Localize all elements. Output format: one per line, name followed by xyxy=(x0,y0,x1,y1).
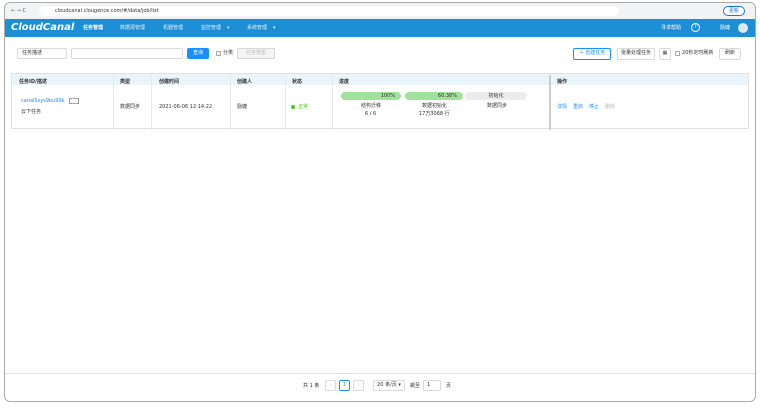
create-button[interactable]: ＋ 创建任务 xyxy=(573,48,611,60)
help-icon[interactable]: ? xyxy=(691,23,700,32)
action-link[interactable]: 重启 xyxy=(573,104,584,110)
refresh-button[interactable]: 刷新 xyxy=(719,48,741,60)
nav-buttons[interactable]: ← → C xyxy=(11,8,27,14)
app-navbar: CloudCanal 任务管理 数据源管理 机器管理 监控管理 ▾ 系统管理 ▾… xyxy=(5,19,755,37)
address-bar[interactable]: cloudcanal.clougence.com/#/data/job/list xyxy=(39,6,619,16)
header: 创建时间 xyxy=(159,79,180,85)
create-text: 创建任务 xyxy=(585,50,606,56)
header: 状态 xyxy=(292,79,303,85)
progress-bar: 60.38% xyxy=(405,92,463,100)
job-type: 数据同步 xyxy=(120,104,141,110)
nav-item[interactable]: 系统管理 xyxy=(247,25,268,31)
job-id-link[interactable]: canal5sys9bu99k xyxy=(21,98,65,104)
nav-item[interactable]: 任务管理 xyxy=(83,25,104,31)
header: 进度 xyxy=(339,79,350,85)
job-desc: 云下任务 xyxy=(21,109,42,115)
total: 共 1 条 xyxy=(303,383,320,389)
header: 类型 xyxy=(120,79,131,85)
header: 任务ID/描述 xyxy=(19,79,47,85)
page-suffix: 页 xyxy=(446,383,452,389)
progress-bar: 初始化 xyxy=(465,92,527,100)
jump-input[interactable]: 1 xyxy=(423,380,441,391)
col-sep xyxy=(549,75,551,130)
layout-button[interactable]: ▦ xyxy=(659,48,671,60)
type-select: 任务类型 xyxy=(237,48,275,59)
prev-page[interactable]: ‹ xyxy=(325,380,336,391)
search-button[interactable]: 查询 xyxy=(187,48,209,59)
select-text: 任务描述 xyxy=(22,50,43,56)
checkbox-label: 20秒定时刷新 xyxy=(682,50,714,56)
status-dot xyxy=(291,105,295,109)
page-button[interactable]: 1 xyxy=(339,380,350,391)
avatar[interactable] xyxy=(738,23,748,33)
progress-detail: 6 / 6 xyxy=(365,111,377,117)
dropdown-arrow: ▾ xyxy=(227,25,230,31)
url: cloudcanal.clougence.com/#/data/job/list xyxy=(55,8,159,14)
browser-toolbar: ← → C cloudcanal.clougence.com/#/data/jo… xyxy=(5,3,755,19)
db-icon xyxy=(69,98,79,104)
header: 创建人 xyxy=(237,79,253,85)
progress-bar: 100% xyxy=(341,92,401,100)
search-input[interactable] xyxy=(71,48,183,59)
col-sep xyxy=(230,75,231,130)
table-header xyxy=(12,74,748,85)
nav-item[interactable]: 机器管理 xyxy=(163,25,184,31)
batch-button[interactable]: 批量处理任务 xyxy=(617,48,655,60)
browser-window: ← → C cloudcanal.clougence.com/#/data/jo… xyxy=(4,2,756,402)
header: 操作 xyxy=(557,79,568,85)
checkbox[interactable] xyxy=(216,51,221,56)
nav-item[interactable]: 监控管理 xyxy=(201,25,222,31)
footer-divider xyxy=(5,373,755,374)
table xyxy=(11,73,749,129)
next-page[interactable]: › xyxy=(353,380,364,391)
nav-item[interactable]: 数据源管理 xyxy=(120,25,146,31)
col-sep xyxy=(151,75,152,130)
action-link[interactable]: 详情 xyxy=(557,104,568,110)
page-size[interactable]: 20 条/页 ▾ xyxy=(373,380,405,391)
action-link[interactable]: 停止 xyxy=(589,104,600,110)
checkbox[interactable] xyxy=(675,51,680,56)
col-sep xyxy=(332,75,333,130)
progress-label: 数据初始化 xyxy=(422,103,448,109)
creator: 励婕 xyxy=(237,104,248,110)
status: 正常 xyxy=(298,104,309,110)
update-button[interactable]: 更新 xyxy=(723,6,745,16)
user-name[interactable]: 励婕 xyxy=(720,25,731,31)
action-link: 删除 xyxy=(605,104,616,110)
page-size-text: 20 条/页 xyxy=(377,382,397,388)
search-field-select[interactable]: 任务描述 xyxy=(17,48,67,59)
logo[interactable]: CloudCanal xyxy=(11,22,75,33)
dropdown-arrow: ▾ xyxy=(273,25,276,31)
checkbox-label: 分类 xyxy=(223,50,234,56)
col-sep xyxy=(285,75,286,130)
help-link[interactable]: 寻求帮助 xyxy=(661,25,682,31)
progress-label: 数据同步 xyxy=(487,103,508,109)
progress-detail: 17万3068 行 xyxy=(419,111,450,117)
created-time: 2021-06-06 12:14:22 xyxy=(159,104,213,110)
col-sep xyxy=(113,75,114,130)
jump-label: 跳至 xyxy=(410,383,421,389)
progress-label: 结构迁移 xyxy=(361,103,382,109)
